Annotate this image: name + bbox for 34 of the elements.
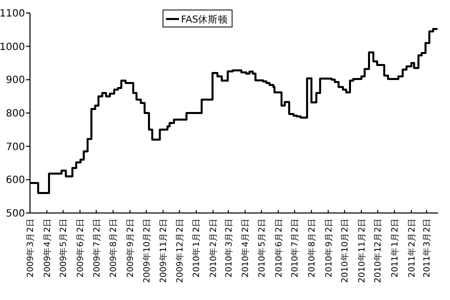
- x-tick-label: 2009年8月2日: [108, 218, 120, 278]
- x-tick-label: 2010年12月2日: [372, 218, 384, 283]
- x-tick-label: 2009年6月2日: [74, 218, 86, 278]
- x-tick-label: 2010年11月2日: [356, 218, 368, 283]
- y-tick-label: 1000: [0, 42, 25, 53]
- x-tick-label: 2010年1月2日: [191, 218, 202, 278]
- y-tick-label: 1100: [0, 8, 25, 20]
- x-tick-label: 2009年9月2日: [124, 218, 136, 278]
- y-tick-label: 600: [6, 175, 25, 186]
- x-tick-label: 2010年8月2日: [306, 218, 318, 278]
- x-tick-label: 2011年3月2日: [422, 218, 433, 278]
- x-tick-label: 2010年7月2日: [290, 218, 301, 278]
- legend: FAS休斯顿: [162, 10, 233, 28]
- legend-label: FAS休斯顿: [181, 14, 228, 26]
- x-tick-label: 2011年1月2日: [390, 218, 401, 278]
- x-tick-label: 2009年10月2日: [141, 218, 152, 283]
- x-tick-label: 2009年12月2日: [174, 218, 186, 283]
- x-tick-label: 2010年5月2日: [256, 218, 268, 278]
- y-tick-label: 700: [6, 142, 25, 153]
- x-tick-label: 2009年7月2日: [91, 218, 102, 278]
- y-tick-label: 500: [6, 208, 25, 220]
- x-tick-label: 2010年2月2日: [208, 218, 220, 278]
- y-tick-label: 900: [6, 75, 25, 86]
- y-tick-label: 800: [6, 108, 25, 120]
- x-tick-label: 2010年10月2日: [340, 218, 351, 283]
- x-tick-label: 2010年6月2日: [273, 218, 284, 278]
- x-tick-label: 2009年11月2日: [158, 218, 170, 283]
- x-tick-label: 2009年3月2日: [25, 218, 36, 278]
- x-tick-label: 2010年4月2日: [240, 218, 252, 278]
- x-tick-label: 2010年3月2日: [223, 218, 234, 278]
- x-tick-label: 2009年5月2日: [58, 218, 70, 278]
- x-tick-label: 2011年2月2日: [406, 218, 418, 278]
- x-tick-label: 2009年4月2日: [42, 218, 53, 278]
- x-tick-label: 2010年9月2日: [323, 218, 334, 278]
